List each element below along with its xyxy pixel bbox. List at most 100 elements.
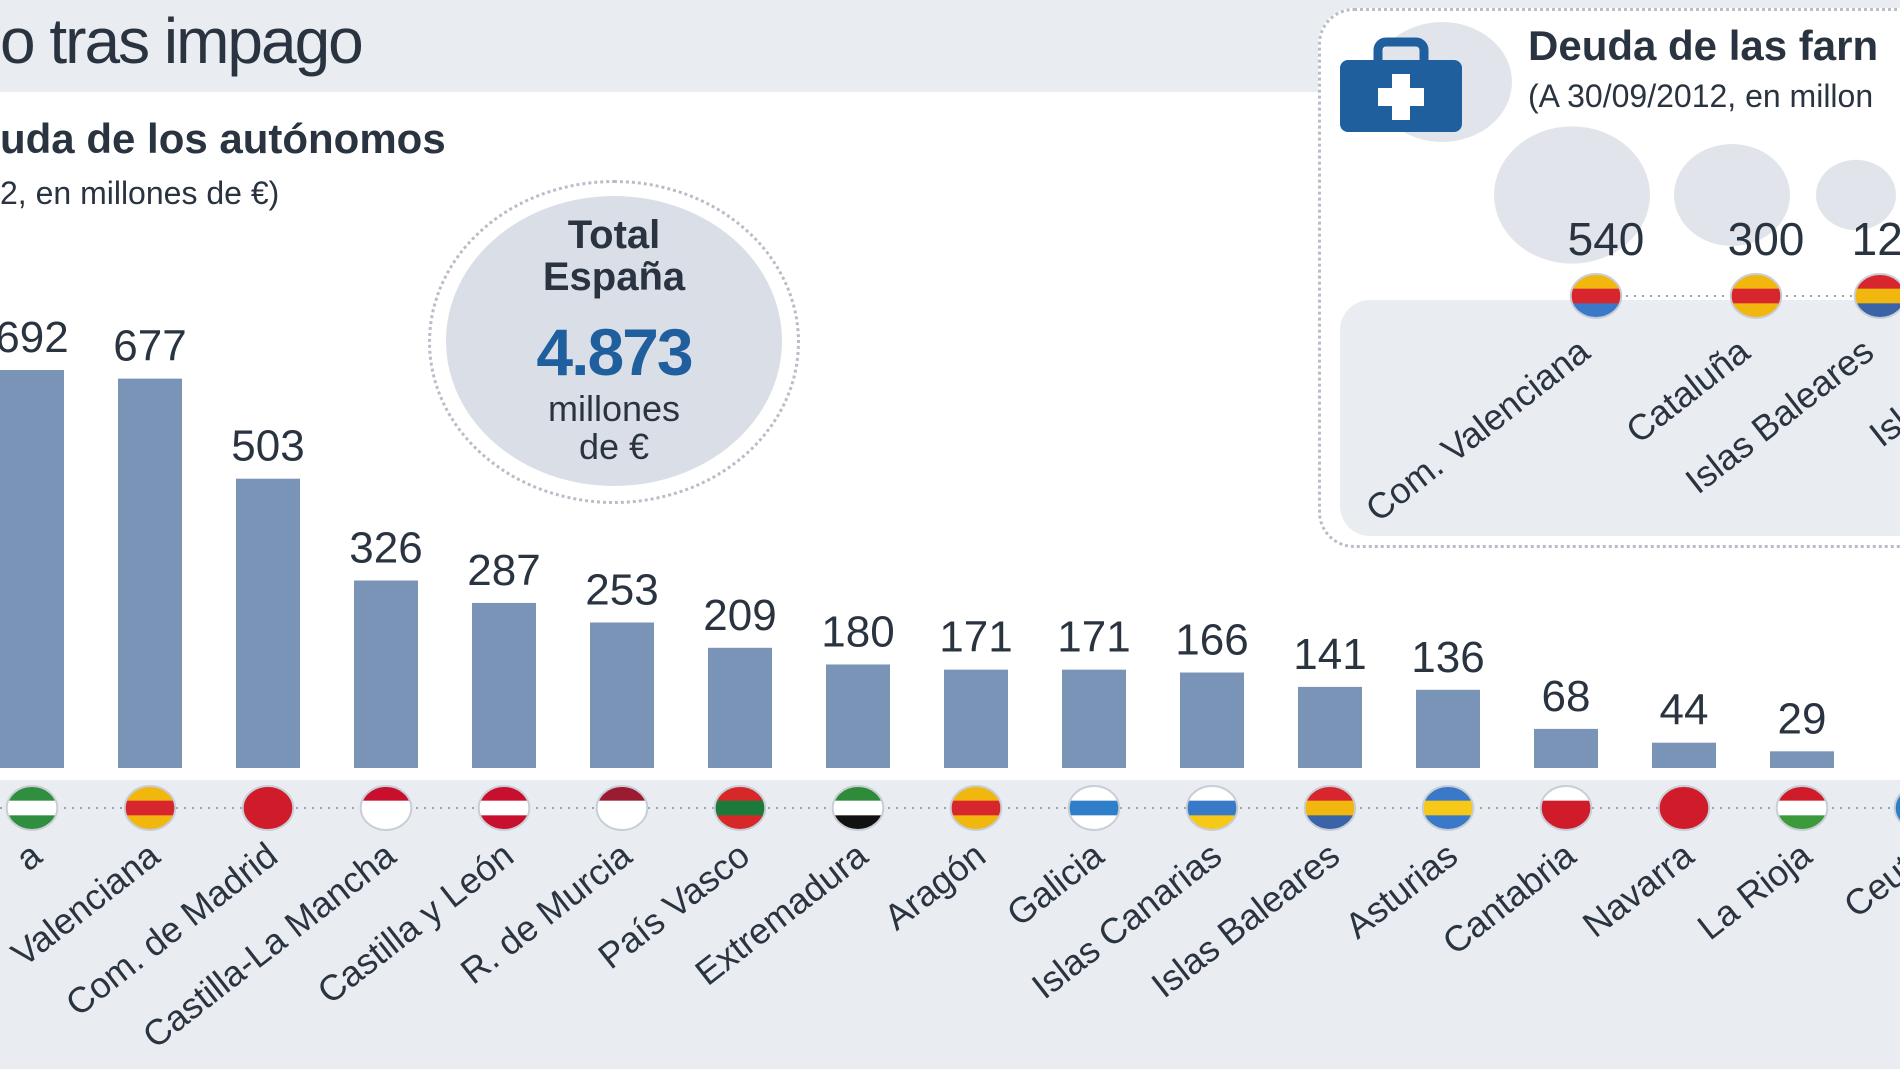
bar: [354, 580, 418, 768]
value-label: 171: [939, 613, 1012, 662]
bar: [1180, 672, 1244, 768]
panel-note: (A 30/09/2012, en millon: [1528, 78, 1874, 114]
total-callout: [446, 196, 782, 486]
flag-icon: [5, 785, 59, 831]
flag-icon-ring: [1657, 785, 1711, 831]
flag-icon-ring: [1539, 785, 1593, 831]
flag-icon-stripe: [1854, 288, 1900, 304]
panel-value-label: 540: [1568, 213, 1645, 265]
bar: [0, 370, 64, 768]
bar: [1770, 751, 1834, 768]
flag-icon-stripe: [1068, 800, 1120, 816]
value-label: 677: [113, 322, 186, 371]
flag-icon-ring: [1185, 785, 1239, 831]
value-label: 141: [1293, 630, 1366, 679]
flag-icon: [949, 785, 1003, 831]
flag-icon-stripe: [1730, 288, 1782, 304]
flag-icon-ring: [5, 785, 59, 831]
flag-icon-stripe: [6, 800, 58, 816]
value-label: 287: [467, 546, 540, 595]
value-label: 503: [231, 422, 304, 471]
flag-icon-stripe: [1186, 800, 1238, 816]
flag-icon: [831, 785, 885, 831]
flag-icon-ring: [1893, 793, 1900, 823]
value-label: 253: [585, 565, 658, 614]
value-label: 171: [1057, 613, 1130, 662]
value-bubble: [1494, 126, 1650, 264]
flag-icon-ring: [1067, 785, 1121, 831]
flag-icon-ring: [595, 785, 649, 831]
flag-icon: [1303, 785, 1357, 831]
flag-icon-ring: [1853, 273, 1900, 319]
flag-icon-ring: [949, 785, 1003, 831]
bar: [1534, 728, 1598, 768]
total-callout-ring: [428, 180, 800, 504]
flag-icon-ring: [359, 785, 413, 831]
bar: [708, 647, 772, 768]
value-label: 692: [0, 313, 69, 362]
bar: [1298, 686, 1362, 768]
bar: [118, 378, 182, 768]
flag-icon-stripe: [1540, 800, 1592, 816]
bar: [1062, 669, 1126, 768]
bar: [944, 669, 1008, 768]
value-label: 136: [1411, 633, 1484, 682]
flag-icon-stripe: [832, 800, 884, 816]
value-label: 209: [703, 591, 776, 640]
bar: [1416, 689, 1480, 768]
flag-icon-stripe: [360, 800, 412, 816]
category-band: [0, 780, 1900, 1069]
flag-icon: [595, 785, 649, 831]
value-bubble: [1674, 143, 1790, 247]
flag-icon-stripe: [1570, 288, 1622, 304]
flag-icon-ring: [1303, 785, 1357, 831]
value-label: 326: [349, 524, 422, 573]
flag-icon: [1185, 785, 1239, 831]
flag-icon-ring: [477, 785, 531, 831]
total-label-line1: Total: [567, 213, 661, 257]
flag-icon: [1539, 785, 1593, 831]
bar: [472, 602, 536, 768]
flag-icon-stripe: [1304, 800, 1356, 816]
headline: o tras impago: [0, 5, 364, 77]
flag-icon-stripe: [1422, 800, 1474, 816]
flag-icon: [1775, 785, 1829, 831]
flag-icon: [477, 785, 531, 831]
flag-icon: [1729, 273, 1783, 319]
flag-icon-ring: [241, 785, 295, 831]
flag-icon: [1657, 785, 1711, 831]
value-label: 166: [1175, 616, 1248, 665]
value-bubble: [1816, 159, 1896, 231]
bar: [590, 622, 654, 768]
value-label: 68: [1542, 672, 1591, 721]
flag-icon-ring: [1729, 273, 1783, 319]
total-value: 4.873: [536, 315, 693, 389]
first-aid-kit-icon: [1340, 37, 1462, 132]
flag-icon: [123, 785, 177, 831]
flag-icon: [1421, 785, 1475, 831]
panel-title: Deuda de las farn: [1528, 22, 1879, 69]
flag-icon-ring: [1569, 273, 1623, 319]
flag-icon-stripe: [478, 800, 530, 816]
flag-icon-ring: [1421, 785, 1475, 831]
flag-icon-ring: [831, 785, 885, 831]
flag-icon-ring: [123, 785, 177, 831]
pharmacy-category-band: [1340, 300, 1900, 536]
flag-icon-ring: [1775, 785, 1829, 831]
flag-icon-stripe: [1776, 800, 1828, 816]
flag-icon-stripe: [242, 800, 294, 816]
total-unit-line2: de €: [578, 426, 650, 467]
flag-icon-stripe: [714, 800, 766, 816]
chart-title: uda de los autónomos: [0, 115, 446, 162]
flag-icon-ring: [713, 785, 767, 831]
flag-icon-stripe: [596, 800, 648, 816]
bar: [1652, 742, 1716, 768]
panel-category-label: Com. Valenciana: [1358, 329, 1598, 529]
value-label: 29: [1778, 694, 1827, 743]
flag-icon-stripe: [1658, 800, 1710, 816]
value-label: 44: [1660, 686, 1709, 735]
panel-value-label: 300: [1728, 213, 1805, 265]
flag-icon-stripe: [124, 800, 176, 816]
flag-icon: [1067, 785, 1121, 831]
